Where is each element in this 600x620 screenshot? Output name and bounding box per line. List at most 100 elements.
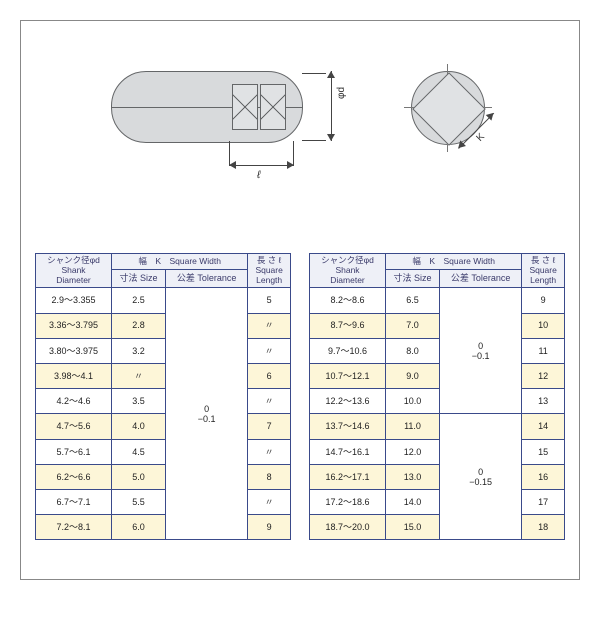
col-length: 長 さ ℓ Square Length <box>522 254 565 288</box>
size-cell: 6.0 <box>112 515 166 540</box>
length-cell: 9 <box>522 288 565 313</box>
size-cell: 7.0 <box>386 313 440 338</box>
table-row: 5.7～6.14.5 〃 <box>36 439 291 464</box>
tolerance-cell: 0 −0.1 <box>440 288 522 414</box>
table-row: 12.2～13.610.0 13 <box>310 389 565 414</box>
table-row: 17.2～18.614.017 <box>310 490 565 515</box>
dimension-phi-d: φd <box>321 71 341 141</box>
page: φd ℓ K シャンク径φd Shank <box>20 20 580 580</box>
table-row: 13.7～14.611.00 −0.1514 <box>310 414 565 439</box>
table-row: 3.36～3.7952.8〃 <box>36 313 291 338</box>
shank-cell: 3.36～3.795 <box>36 313 112 338</box>
table-row: 16.2～17.113.0 16 <box>310 464 565 489</box>
size-cell: 9.0 <box>386 363 440 388</box>
size-cell: 3.2 <box>112 338 166 363</box>
table-row: 8.2～8.66.50 −0.19 <box>310 288 565 313</box>
size-cell: 12.0 <box>386 439 440 464</box>
table-row: 3.80～3.9753.2 〃 <box>36 338 291 363</box>
dimension-ell: ℓ <box>229 159 294 173</box>
size-cell: 13.0 <box>386 464 440 489</box>
table-row: 4.2～4.63.5 〃 <box>36 389 291 414</box>
size-cell: 5.0 <box>112 464 166 489</box>
shank-cell: 18.7～20.0 <box>310 515 386 540</box>
shank-cell: 4.7～5.6 <box>36 414 112 439</box>
ell-label: ℓ <box>257 169 261 181</box>
size-cell: 5.5 <box>112 490 166 515</box>
shank-cell: 12.2～13.6 <box>310 389 386 414</box>
length-cell: 〃 <box>248 439 291 464</box>
length-cell: 15 <box>522 439 565 464</box>
shank-cell: 5.7～6.1 <box>36 439 112 464</box>
col-shank: シャンク径φd Shank Diameter <box>36 254 112 288</box>
size-cell: 6.5 <box>386 288 440 313</box>
length-cell: 9 <box>248 515 291 540</box>
shank-cell: 3.98～4.1 <box>36 363 112 388</box>
table-row: 18.7～20.015.0 18 <box>310 515 565 540</box>
left-table: シャンク径φd Shank Diameter 幅 K Square Width … <box>35 253 291 540</box>
shank-cell: 9.7～10.6 <box>310 338 386 363</box>
table-row: 14.7～16.112.0 15 <box>310 439 565 464</box>
tolerance-cell: 0 −0.1 <box>166 288 248 540</box>
length-cell: 〃 <box>248 389 291 414</box>
k-label: K <box>474 131 486 143</box>
phi-d-label: φd <box>336 87 347 99</box>
shank-cell: 4.2～4.6 <box>36 389 112 414</box>
table-row: 2.9～3.3552.50 −0.15 <box>36 288 291 313</box>
size-cell: 10.0 <box>386 389 440 414</box>
length-cell: 13 <box>522 389 565 414</box>
length-cell: 10 <box>522 313 565 338</box>
size-cell: 2.5 <box>112 288 166 313</box>
size-cell: 4.0 <box>112 414 166 439</box>
shank-cell: 2.9～3.355 <box>36 288 112 313</box>
table-row: 3.98～4.1〃 6 <box>36 363 291 388</box>
table-row: 10.7～12.19.012 <box>310 363 565 388</box>
shank-cell: 8.7～9.6 <box>310 313 386 338</box>
square-flat-hatch <box>260 84 286 130</box>
col-tolerance: 公差 Tolerance <box>166 269 248 288</box>
length-cell: 17 <box>522 490 565 515</box>
shank-cell: 6.7～7.1 <box>36 490 112 515</box>
length-cell: 〃 <box>248 338 291 363</box>
length-cell: 6 <box>248 363 291 388</box>
length-cell: 5 <box>248 288 291 313</box>
size-cell: 〃 <box>112 363 166 388</box>
col-length: 長 さ ℓ Square Length <box>248 254 291 288</box>
length-cell: 16 <box>522 464 565 489</box>
shank-cell: 16.2～17.1 <box>310 464 386 489</box>
shank-cell: 7.2～8.1 <box>36 515 112 540</box>
col-size: 寸法 Size <box>386 269 440 288</box>
shank-cell: 17.2～18.6 <box>310 490 386 515</box>
shank-cell: 8.2～8.6 <box>310 288 386 313</box>
size-cell: 2.8 <box>112 313 166 338</box>
cylinder-body <box>111 71 303 143</box>
length-cell: 14 <box>522 414 565 439</box>
tolerance-cell: 0 −0.15 <box>440 414 522 540</box>
size-cell: 11.0 <box>386 414 440 439</box>
table-row: 8.7～9.67.0 10 <box>310 313 565 338</box>
col-size: 寸法 Size <box>112 269 166 288</box>
right-table: シャンク径φd Shank Diameter 幅 K Square Width … <box>309 253 565 540</box>
col-width: 幅 K Square Width <box>112 254 248 270</box>
size-cell: 3.5 <box>112 389 166 414</box>
table-row: 6.2～6.65.0 8 <box>36 464 291 489</box>
table-row: 4.7～5.64.07 <box>36 414 291 439</box>
shank-cell: 3.80～3.975 <box>36 338 112 363</box>
length-cell: 11 <box>522 338 565 363</box>
square-flat-hatch <box>232 84 258 130</box>
size-cell: 15.0 <box>386 515 440 540</box>
length-cell: 〃 <box>248 490 291 515</box>
shank-cell: 6.2～6.6 <box>36 464 112 489</box>
shank-cell: 13.7～14.6 <box>310 414 386 439</box>
col-width: 幅 K Square Width <box>386 254 522 270</box>
length-cell: 18 <box>522 515 565 540</box>
table-row: 6.7～7.15.5 〃 <box>36 490 291 515</box>
table-row: 7.2～8.16.0 9 <box>36 515 291 540</box>
table-row: 9.7～10.68.0 11 <box>310 338 565 363</box>
shank-cell: 14.7～16.1 <box>310 439 386 464</box>
size-cell: 4.5 <box>112 439 166 464</box>
length-cell: 8 <box>248 464 291 489</box>
tables-area: シャンク径φd Shank Diameter 幅 K Square Width … <box>35 253 565 538</box>
side-view <box>111 71 303 143</box>
diagram-area: φd ℓ K <box>21 41 581 221</box>
size-cell: 8.0 <box>386 338 440 363</box>
